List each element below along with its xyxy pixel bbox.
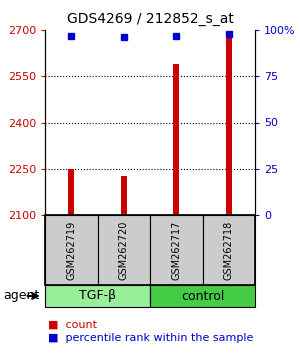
Bar xyxy=(68,169,74,215)
Bar xyxy=(202,215,255,285)
Text: GSM262718: GSM262718 xyxy=(224,221,234,280)
Text: control: control xyxy=(181,290,224,303)
Bar xyxy=(173,64,179,215)
Bar xyxy=(150,285,255,307)
Text: ■  count: ■ count xyxy=(48,320,97,330)
Text: GSM262717: GSM262717 xyxy=(171,220,181,280)
Bar xyxy=(226,36,232,215)
Text: GSM262720: GSM262720 xyxy=(119,220,129,280)
Text: ■  percentile rank within the sample: ■ percentile rank within the sample xyxy=(48,333,253,343)
Bar xyxy=(150,215,202,285)
Bar xyxy=(45,215,98,285)
Bar xyxy=(98,215,150,285)
Bar xyxy=(45,285,150,307)
Text: TGF-β: TGF-β xyxy=(79,290,116,303)
Text: GSM262719: GSM262719 xyxy=(66,221,76,280)
Bar xyxy=(121,176,127,215)
Title: GDS4269 / 212852_s_at: GDS4269 / 212852_s_at xyxy=(67,12,233,26)
Text: agent: agent xyxy=(3,290,39,303)
